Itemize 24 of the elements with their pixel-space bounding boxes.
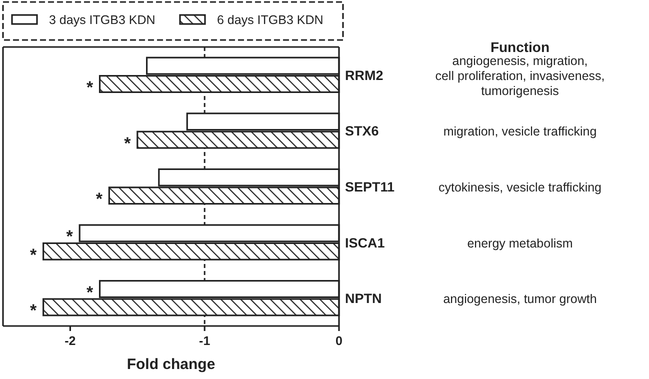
legend-label: 6 days ITGB3 KDN [217,13,324,27]
y-tick-label: STX6 [345,124,380,139]
annotation: * [30,245,38,264]
y-tick-label: SEPT11 [345,180,396,194]
legend-label: 3 days ITGB3 KDN [49,13,156,27]
text: angiogenesis, migration, cell proliferation, invasiveness, tumorigenesis [435,54,605,98]
text: migration, vesicle trafficking [443,124,597,139]
text: cytokinesis, vesicle trafficking [438,180,602,194]
x-tick-label: -1 [199,334,210,348]
x-tick-label: 0 [336,334,343,348]
text: energy metabolism [467,236,573,250]
text: angiogenesis, tumor growth [443,292,597,306]
y-tick-label: RRM2 [345,68,384,83]
x-tick-label: -2 [64,334,76,348]
annotation: * [96,190,103,209]
annotation: * [124,134,132,153]
x-axis-title: Fold change [126,356,216,373]
annotation: * [30,301,38,320]
text: Function [490,39,550,55]
annotation: * [66,227,74,246]
annotation: * [86,78,94,98]
y-tick-label: NPTN [345,291,382,306]
y-tick-label: ISCA1 [345,235,386,250]
annotation: * [86,282,94,302]
